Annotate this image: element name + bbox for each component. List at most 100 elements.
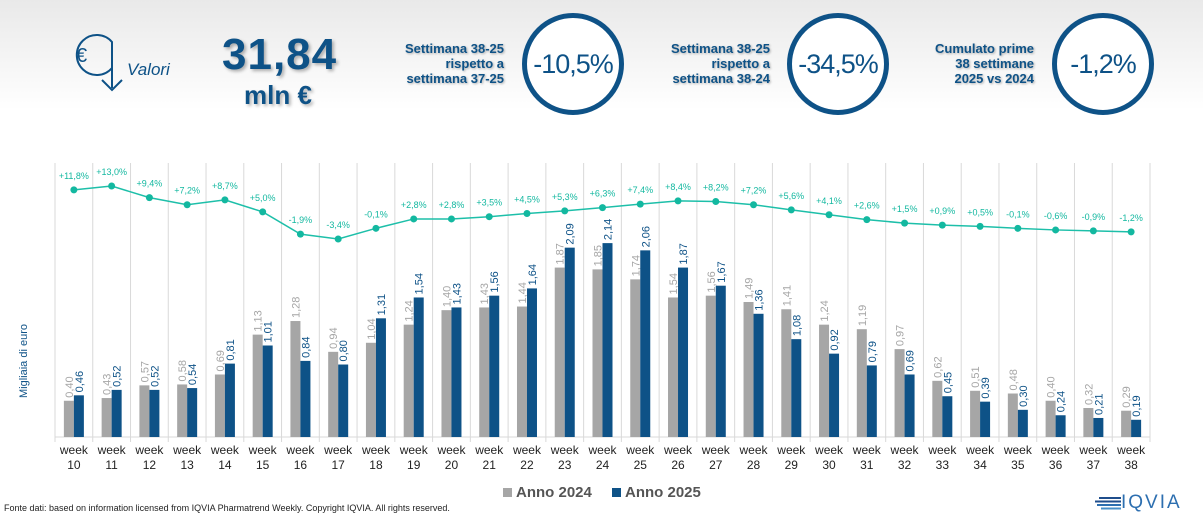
bar-label-2025: 2,14: [603, 219, 615, 240]
x-tick-label: week: [814, 443, 844, 457]
logo-text: IQVIA: [1121, 492, 1182, 513]
bar-label-2024: 1,28: [290, 297, 302, 318]
growth-point: [787, 206, 795, 214]
bar-label-2024: 0,97: [895, 325, 907, 346]
kpi-weekly-label: Settimana 38-25 rispetto a settimana 37-…: [334, 41, 504, 86]
growth-label: +0,9%: [929, 206, 955, 216]
x-tick-label: week: [625, 443, 655, 457]
growth-point: [599, 204, 606, 212]
x-tick-label: week: [1003, 443, 1033, 457]
bar-label-2025: 1,08: [791, 315, 803, 336]
bar-label-2024: 1,87: [555, 243, 567, 264]
legend-label-2024: Anno 2024: [516, 484, 592, 501]
bar-label-2024: 0,40: [64, 376, 76, 397]
x-tick-label: 14: [218, 458, 232, 472]
x-tick-label: week: [248, 443, 278, 457]
bar-label-2024: 0,32: [1083, 384, 1095, 405]
x-tick-label: week: [97, 443, 127, 457]
x-tick-label: week: [663, 443, 693, 457]
x-tick-label: 31: [860, 458, 874, 472]
x-tick-label: week: [474, 443, 504, 457]
bar-2025: [526, 288, 537, 437]
x-tick-label: 19: [407, 458, 421, 472]
growth-label: +5,3%: [552, 192, 578, 202]
growth-point: [145, 194, 153, 202]
x-tick-label: week: [1078, 443, 1108, 457]
bar-label-2025: 1,54: [414, 273, 426, 294]
kpi-label-line: 38 settimane: [955, 56, 1034, 71]
growth-label: +7,2%: [741, 186, 767, 196]
bar-2025: [338, 364, 349, 437]
x-tick-label: 37: [1087, 458, 1101, 472]
bar-2025: [678, 267, 689, 437]
bar-label-2025: 0,79: [867, 341, 879, 362]
bar-2024: [856, 329, 867, 437]
bar-label-2025: 0,52: [112, 365, 124, 386]
growth-label: -3,4%: [326, 220, 350, 230]
bar-2024: [592, 269, 603, 437]
bar-label-2024: 1,24: [404, 300, 416, 321]
bar-label-2024: 1,54: [668, 273, 680, 294]
x-tick-label: 34: [973, 458, 987, 472]
bar-2025: [489, 295, 500, 437]
growth-label: +2,6%: [854, 201, 880, 211]
growth-label: +8,2%: [703, 183, 729, 193]
bar-2025: [413, 297, 424, 437]
bar-label-2025: 2,09: [565, 223, 577, 244]
growth-label: +8,4%: [665, 182, 691, 192]
growth-label: -0,6%: [1044, 211, 1068, 221]
growth-label: +5,0%: [250, 193, 276, 203]
bar-2024: [894, 349, 905, 437]
kpi-weekly-value: -10,5%: [522, 13, 624, 115]
bar-2024: [403, 324, 414, 437]
x-tick-label: 20: [445, 458, 459, 472]
x-tick-label: week: [323, 443, 353, 457]
growth-label: +0,5%: [967, 207, 993, 217]
bar-2025: [564, 247, 575, 437]
growth-label: +13,0%: [96, 167, 127, 177]
bar-label-2025: 0,46: [74, 371, 86, 392]
x-tick-label: 36: [1049, 458, 1063, 472]
bar-label-2024: 1,40: [441, 286, 453, 307]
bar-2024: [328, 351, 339, 437]
growth-point: [372, 224, 380, 232]
x-tick-label: 13: [180, 458, 194, 472]
bar-label-2024: 0,57: [139, 361, 151, 382]
growth-label: +7,4%: [627, 185, 653, 195]
bar-2025: [791, 339, 802, 437]
valori-label: Valori: [127, 60, 170, 79]
bar-2024: [290, 321, 301, 437]
growth-label: -1,9%: [289, 215, 313, 225]
bar-2025: [1017, 409, 1028, 437]
growth-point: [334, 235, 342, 243]
legend-item-2025: Anno 2025: [612, 484, 701, 501]
bar-2025: [375, 318, 386, 437]
bar-label-2025: 0,81: [225, 339, 237, 360]
x-tick-label: 18: [369, 458, 383, 472]
bar-label-2024: 1,43: [479, 283, 491, 304]
bar-2024: [743, 302, 754, 437]
x-tick-label: week: [436, 443, 466, 457]
bar-label-2025: 1,31: [376, 294, 388, 315]
x-tick-label: week: [852, 443, 882, 457]
svg-text:€: €: [76, 45, 87, 67]
x-tick-label: week: [172, 443, 202, 457]
x-tick-label: week: [1041, 443, 1071, 457]
bar-label-2024: 0,51: [970, 366, 982, 387]
growth-point: [1052, 226, 1060, 234]
bar-2024: [139, 385, 150, 437]
bar-label-2025: 1,43: [451, 283, 463, 304]
growth-point: [636, 200, 644, 208]
kpi-label-line: settimana 38-24: [672, 71, 770, 86]
x-tick-label: week: [512, 443, 542, 457]
bar-label-2025: 0,39: [980, 377, 992, 398]
bar-label-2024: 1,49: [744, 278, 756, 299]
growth-point: [183, 201, 191, 209]
growth-label: +2,8%: [439, 200, 465, 210]
kpi-label-line: 2025 vs 2024: [954, 71, 1034, 86]
bar-label-2024: 1,13: [253, 310, 265, 331]
bar-2024: [932, 380, 943, 437]
bar-label-2025: 1,87: [678, 243, 690, 264]
x-tick-label: week: [890, 443, 920, 457]
bar-2025: [262, 345, 273, 437]
